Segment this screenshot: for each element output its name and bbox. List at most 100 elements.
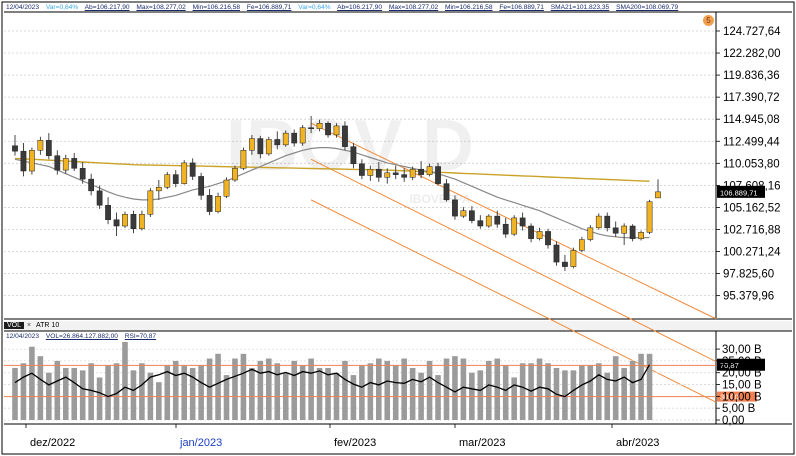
sma21-line: [14, 147, 650, 239]
volume-bar: [130, 370, 137, 420]
volume-bar: [342, 360, 348, 420]
volume-header: 12/04/2023 VOL=26.864.127.882,00 RSI=70,…: [6, 333, 161, 340]
candle-body: [384, 172, 391, 178]
volume-bar: [612, 356, 619, 420]
volume-bar: [308, 358, 314, 420]
header-ab: Ab=106.217,90: [84, 4, 130, 11]
volume-bar: [139, 363, 145, 420]
candle-body: [468, 210, 475, 221]
tab-atr[interactable]: ATR 10: [36, 322, 60, 329]
volume-bar: [579, 365, 585, 420]
candle-body: [249, 138, 255, 151]
price-tick-label: 117.390,72: [723, 92, 780, 104]
candle-body: [291, 132, 298, 144]
candle-body: [392, 172, 399, 175]
volume-bar: [376, 358, 382, 420]
volume-bar: [223, 375, 230, 420]
volume-tick-label: 20,00 B: [722, 368, 762, 380]
volume-bar: [79, 370, 86, 420]
candle-body: [299, 127, 306, 144]
volume-bar: [156, 382, 162, 420]
last-price-label: 106.889,71: [717, 185, 765, 198]
close-icon[interactable]: ×: [27, 322, 32, 329]
volume-bar: [274, 363, 281, 420]
x-tick-label: abr/2023: [616, 437, 659, 449]
price-y-axis: 124.727,64 122.282,00 119.836,36 117.390,72…: [716, 26, 781, 303]
header-fe: Fe=106.889,71: [246, 4, 292, 11]
candle-body: [215, 196, 221, 212]
price-tick-label: 105.162,52: [723, 202, 781, 214]
x-tick-label: dez/2022: [30, 437, 75, 449]
candle-body: [88, 178, 95, 192]
candle-body: [604, 215, 611, 229]
price-tick-label: 97.825,60: [723, 269, 774, 281]
volume-bar: [29, 346, 35, 420]
candle-body: [172, 174, 179, 184]
volume-bar: [460, 358, 467, 420]
volume-bar: [232, 358, 238, 420]
candle-body: [536, 231, 543, 239]
candle-body: [545, 231, 551, 246]
price-tick-label: 114.945,08: [723, 114, 780, 126]
candle-body: [164, 174, 171, 188]
candle-body: [367, 168, 374, 176]
volume-bar: [291, 360, 297, 420]
candle-body: [240, 150, 247, 169]
candle-body: [257, 138, 264, 155]
header-min: Min=106.216,58: [192, 4, 241, 11]
volume-bar: [392, 365, 399, 420]
x-tick-label: jan/2023: [179, 437, 222, 449]
header-max2: Max=108.277,02: [388, 4, 439, 11]
indicator-tabbar: [4, 321, 792, 331]
last-price-box: [717, 185, 765, 198]
volume-tick-label: 0,00: [722, 415, 744, 427]
candle-body: [155, 186, 162, 192]
header-min2: Min=106.216,58: [445, 4, 493, 11]
volume-bar: [359, 365, 365, 420]
volume-bar: [198, 365, 204, 420]
candle-body: [37, 140, 44, 151]
volume-bar: [435, 375, 441, 420]
candle-body: [655, 191, 661, 199]
candle-body: [232, 168, 238, 181]
header-date: 12/04/2023: [6, 4, 40, 11]
watermark: IBOV D IBOVESPA: [226, 106, 474, 206]
candle-body: [570, 250, 577, 267]
header-max: Max=108.277,02: [136, 4, 186, 11]
header-sma200: SMA200=108.069,79: [616, 4, 679, 11]
alert-badge-icon[interactable]: 5: [703, 15, 714, 26]
candle-body: [71, 158, 78, 169]
volume-bar: [71, 368, 78, 420]
candle-body: [223, 179, 230, 197]
volume-bar: [350, 375, 357, 420]
sma200-polyline: [14, 157, 650, 182]
vol-header-date: 12/04/2023: [6, 333, 40, 340]
volume-bar: [621, 368, 627, 420]
volume-bar: [511, 377, 517, 420]
candle-body: [333, 125, 340, 136]
price-tick-label: 100.271,24: [723, 247, 781, 259]
tab-vol[interactable]: VOL: [4, 322, 25, 329]
candle-body: [308, 127, 314, 129]
candle-body: [113, 219, 120, 227]
candle-body: [189, 162, 196, 177]
volume-bar: [638, 353, 644, 420]
price-tick-label: 95.379,96: [723, 291, 774, 303]
candlesticks: [12, 116, 661, 272]
candle-body: [147, 190, 154, 215]
candle-body: [316, 122, 323, 129]
volume-bar: [536, 358, 543, 420]
candle-body: [578, 239, 585, 251]
volume-bar: [249, 368, 255, 420]
volume-bar: [367, 363, 374, 420]
candle-body: [122, 214, 128, 227]
candle-body: [409, 168, 416, 178]
price-tick-label: 110.053,80: [723, 158, 780, 170]
candle-body: [443, 183, 450, 201]
header-var2: Var=0,64%: [298, 4, 331, 11]
volume-bar: [257, 360, 264, 420]
candle-body: [350, 146, 357, 165]
rsi-low-band-text: 30,00: [720, 393, 739, 402]
volume-bar: [409, 368, 416, 420]
